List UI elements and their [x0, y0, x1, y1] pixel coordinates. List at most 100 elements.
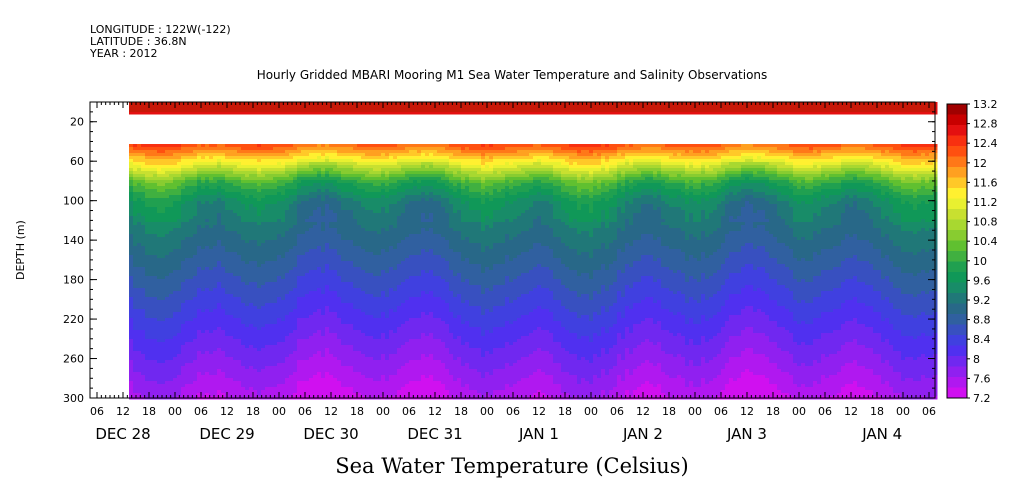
heatmap-cell	[181, 345, 186, 349]
heatmap-cell	[149, 276, 154, 280]
heatmap-cell	[141, 252, 146, 256]
heatmap-cell	[141, 225, 146, 229]
heatmap-cell	[277, 384, 282, 388]
heatmap-cell	[165, 189, 170, 193]
heatmap-cell	[201, 225, 206, 229]
heatmap-cell	[149, 270, 154, 274]
heatmap-cell	[313, 324, 318, 328]
heatmap-cell	[185, 351, 190, 355]
heatmap-cell	[233, 372, 238, 376]
heatmap-cell	[141, 390, 146, 394]
heatmap-cell	[305, 312, 310, 316]
heatmap-cell	[305, 264, 310, 268]
heatmap-cell	[333, 375, 338, 379]
heatmap-cell	[193, 288, 198, 292]
heatmap-cell	[277, 345, 282, 349]
heatmap-cell	[261, 276, 266, 280]
heatmap-cell	[317, 315, 322, 319]
heatmap-cell	[345, 150, 350, 154]
heatmap-cell	[201, 159, 206, 163]
heatmap-cell	[269, 372, 274, 376]
heatmap-cell	[165, 186, 170, 190]
heatmap-cell	[209, 228, 214, 232]
heatmap-cell	[157, 327, 162, 331]
heatmap-cell	[217, 228, 222, 232]
heatmap-cell	[265, 279, 270, 283]
heatmap-cell	[189, 198, 194, 202]
heatmap-cell	[245, 186, 250, 190]
heatmap-cell	[269, 363, 274, 367]
heatmap-cell	[209, 192, 214, 196]
heatmap-cell	[141, 159, 146, 163]
heatmap-cell	[137, 297, 142, 301]
heatmap-cell	[273, 243, 278, 247]
heatmap-cell	[133, 390, 138, 394]
heatmap-cell	[193, 378, 198, 382]
heatmap-cell	[157, 315, 162, 319]
heatmap-cell	[269, 393, 274, 397]
heatmap-cell	[189, 384, 194, 388]
heatmap-cell	[273, 186, 278, 190]
heatmap-cell	[329, 369, 334, 373]
heatmap-cell	[237, 324, 242, 328]
heatmap-cell	[177, 189, 182, 193]
heatmap-cell	[173, 165, 178, 169]
heatmap-cell	[305, 372, 310, 376]
heatmap-cell	[273, 387, 278, 391]
heatmap-cell	[185, 339, 190, 343]
heatmap-cell	[281, 288, 286, 292]
heatmap-cell	[153, 294, 158, 298]
heatmap-cell	[329, 165, 334, 169]
heatmap-cell	[197, 351, 202, 355]
heatmap-cell	[245, 357, 250, 361]
heatmap-cell	[301, 291, 306, 295]
heatmap-cell	[129, 369, 134, 373]
heatmap-cell	[269, 234, 274, 238]
heatmap-cell	[133, 168, 138, 172]
heatmap-cell	[165, 345, 170, 349]
heatmap-cell	[145, 282, 150, 286]
heatmap-cell	[177, 372, 182, 376]
heatmap-cell	[317, 369, 322, 373]
heatmap-cell	[285, 156, 290, 160]
heatmap-cell	[321, 297, 326, 301]
heatmap-cell	[277, 162, 282, 166]
heatmap-cell	[129, 222, 134, 226]
heatmap-cell	[141, 258, 146, 262]
heatmap-cell	[165, 255, 170, 259]
heatmap-cell	[217, 162, 222, 166]
heatmap-cell	[277, 354, 282, 358]
heatmap-cell	[277, 177, 282, 181]
heatmap-cell	[133, 174, 138, 178]
heatmap-cell	[297, 234, 302, 238]
heatmap-cell	[249, 156, 254, 160]
heatmap-cell	[193, 369, 198, 373]
heatmap-cell	[185, 327, 190, 331]
heatmap-cell	[177, 201, 182, 205]
heatmap-cell	[189, 369, 194, 373]
heatmap-cell	[209, 369, 214, 373]
heatmap-cell	[249, 303, 254, 307]
heatmap-cell	[225, 216, 230, 220]
heatmap-cell	[281, 267, 286, 271]
heatmap-cell	[301, 168, 306, 172]
heatmap-cell	[325, 186, 330, 190]
heatmap-cell	[201, 381, 206, 385]
heatmap-cell	[305, 213, 310, 217]
heatmap-cell	[253, 228, 258, 232]
heatmap-cell	[197, 156, 202, 160]
heatmap-cell	[265, 198, 270, 202]
heatmap-cell	[281, 270, 286, 274]
heatmap-cell	[157, 264, 162, 268]
heatmap-cell	[257, 186, 262, 190]
heatmap-cell	[233, 246, 238, 250]
heatmap-cell	[253, 312, 258, 316]
heatmap-cell	[161, 366, 166, 370]
heatmap-cell	[197, 366, 202, 370]
heatmap-cell	[273, 183, 278, 187]
heatmap-cell	[233, 378, 238, 382]
heatmap-cell	[161, 210, 166, 214]
heatmap-cell	[261, 390, 266, 394]
heatmap-cell	[273, 270, 278, 274]
heatmap-cell	[217, 201, 222, 205]
